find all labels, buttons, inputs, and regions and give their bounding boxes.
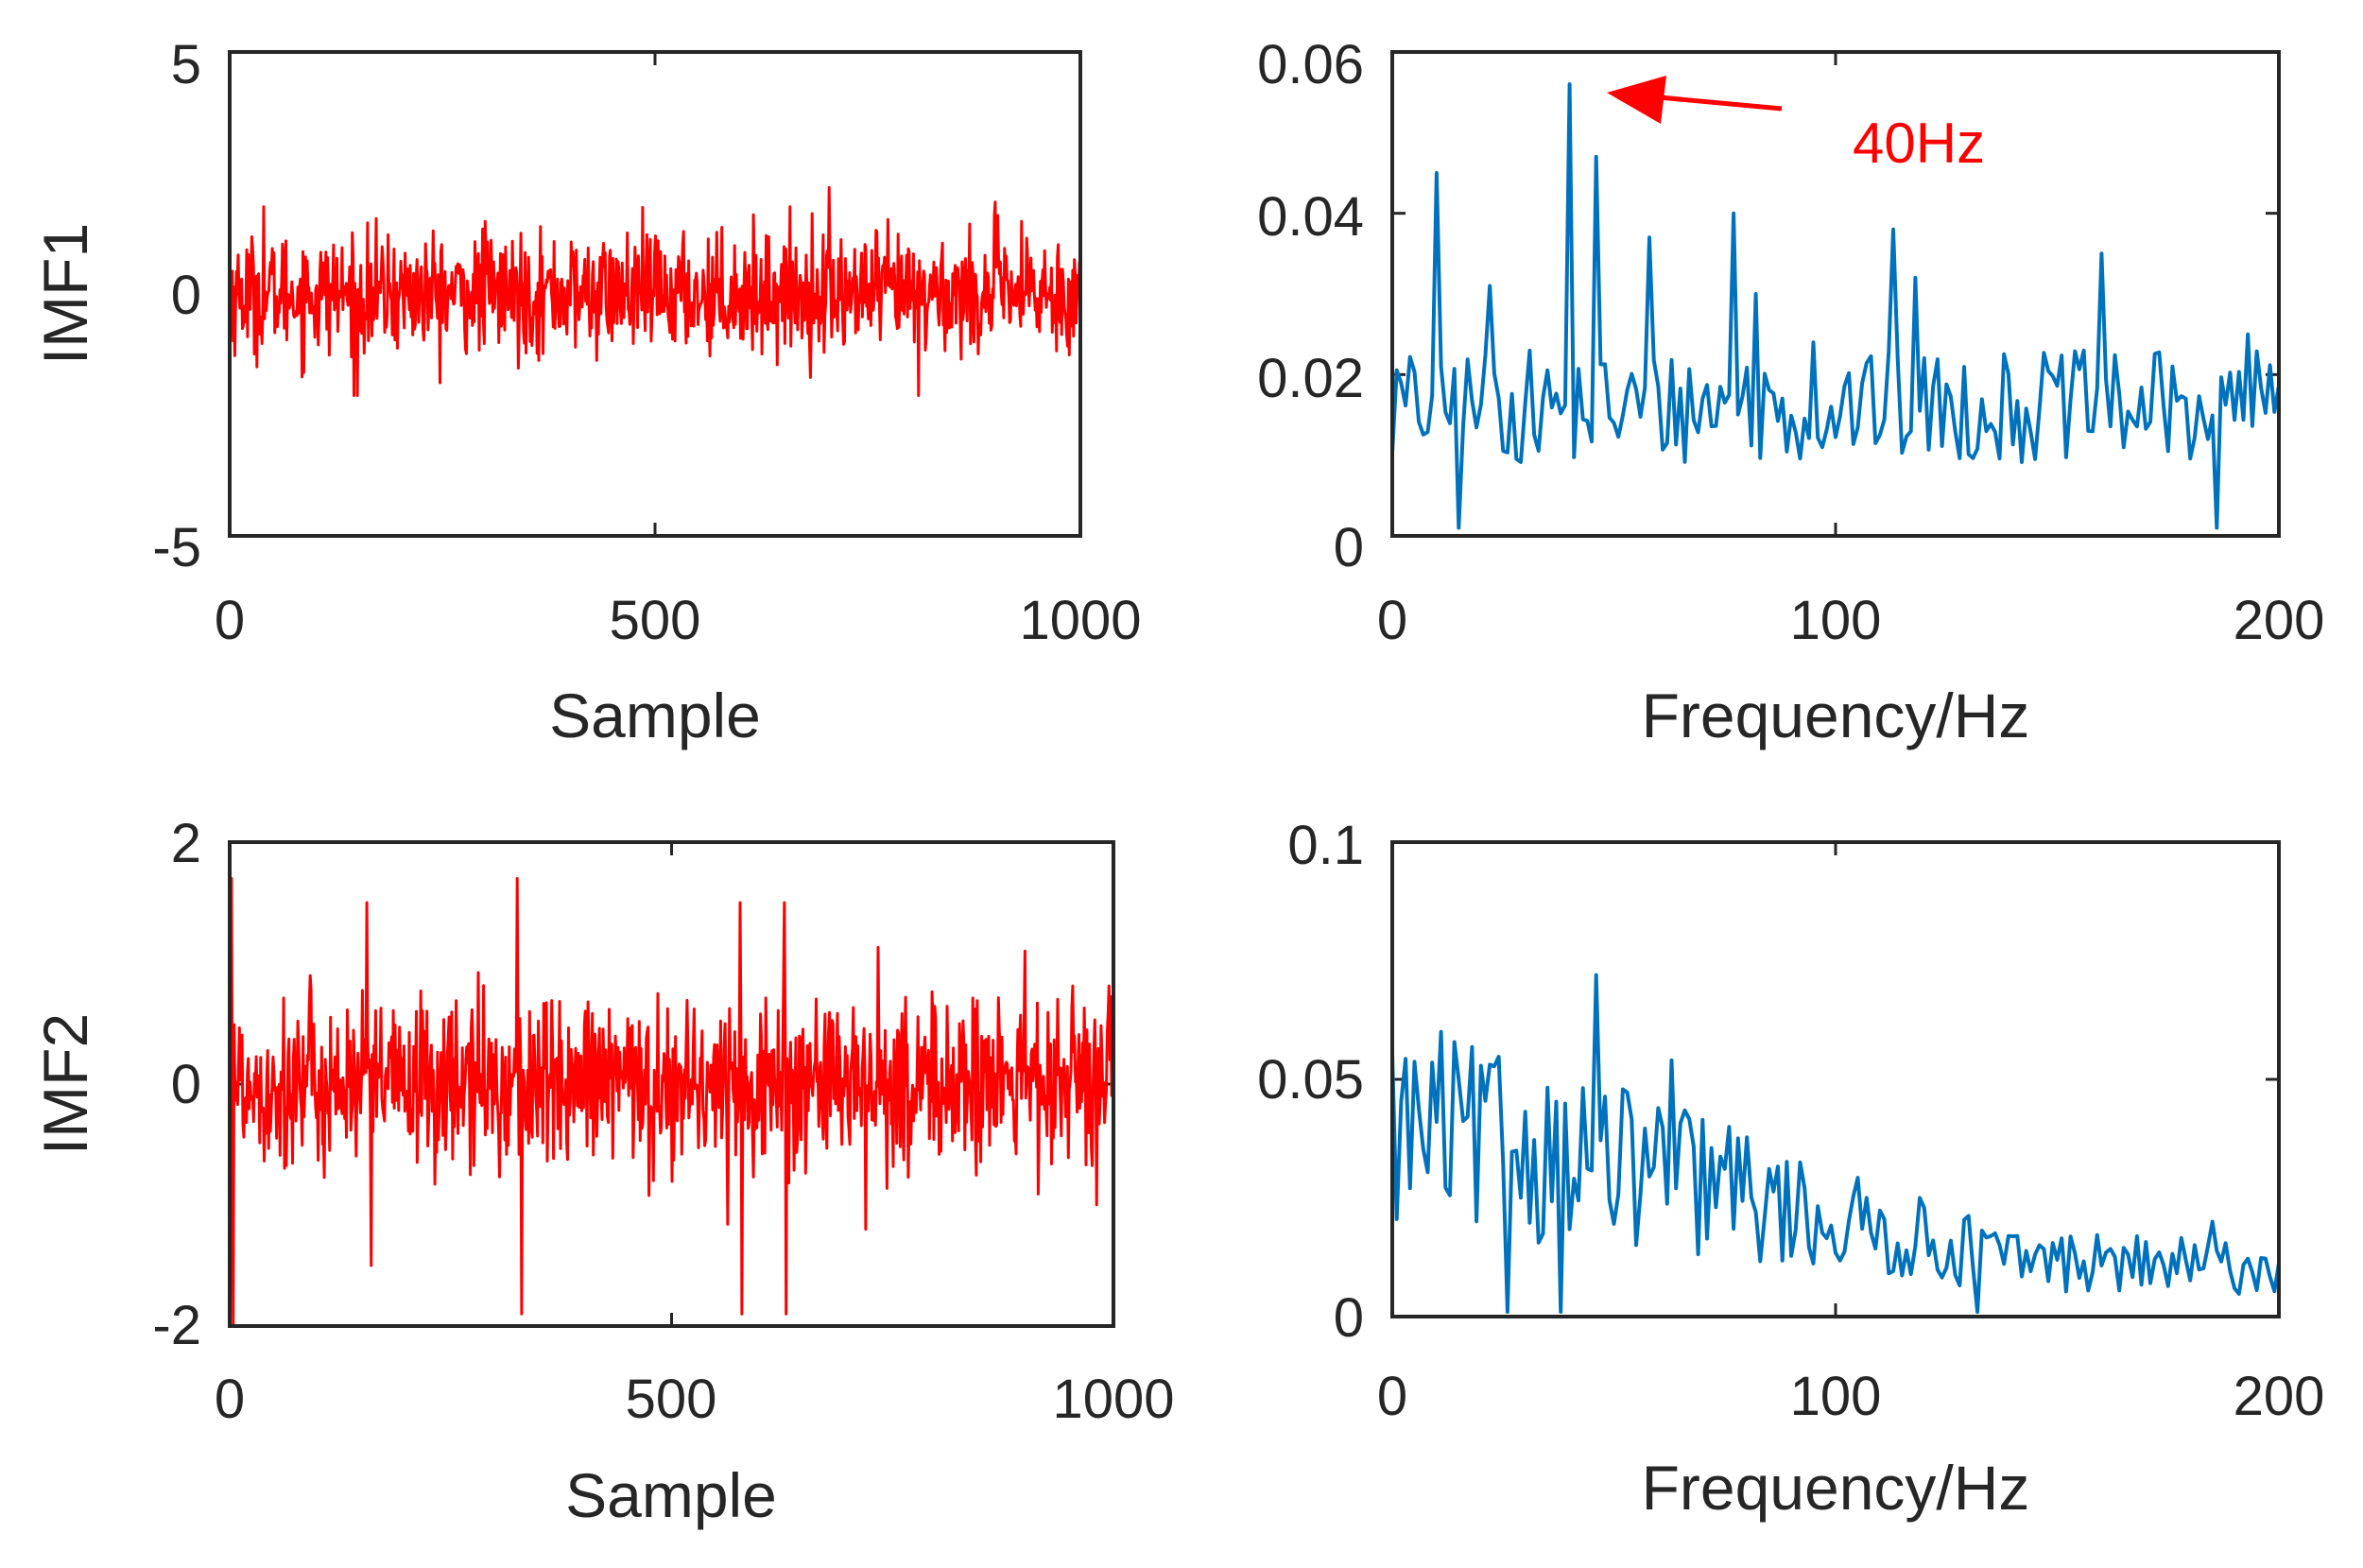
imf1s-ytick-0: 0 [1334, 517, 1364, 578]
imf2-xtick-500: 500 [626, 1369, 717, 1430]
imf1-spectrum-frame [1390, 50, 2281, 538]
panel-imf2-spectrum: 0.1 0.05 0 0 100 200 Frequency/Hz [1257, 815, 2324, 1523]
imf1-time-series-line [228, 185, 1082, 397]
imf1-spectrum-series-line [1390, 82, 2281, 530]
imf1s-xtick-200: 200 [2234, 590, 2325, 651]
imf2s-ytick-01: 0.1 [1287, 815, 1364, 876]
annotation-40hz: 40Hz [1607, 76, 1985, 175]
imf1s-xtick-100: 100 [1790, 590, 1882, 651]
panel-imf1-spectrum: 0.06 0.04 0.02 0 0 100 200 Frequency/Hz … [1257, 34, 2324, 750]
imf2-spectrum-frame [1390, 840, 2281, 1318]
imf1s-xtick-0: 0 [1377, 590, 1407, 651]
imf2-time-frame [228, 840, 1115, 1328]
imf2s-xtick-200: 200 [2234, 1366, 2325, 1427]
imf1-xtick-1000: 1000 [1019, 590, 1141, 651]
imf2s-xtick-0: 0 [1377, 1366, 1407, 1427]
imf2s-ytick-0: 0 [1334, 1287, 1364, 1349]
imf1-time-xlabel: Sample [549, 681, 761, 750]
imf2-xtick-1000: 1000 [1052, 1369, 1174, 1430]
imf1-xtick-0: 0 [215, 590, 245, 651]
imf1-ytick-5: 5 [171, 34, 201, 95]
imf1s-ytick-002: 0.02 [1257, 348, 1364, 409]
imf1-time-frame [228, 50, 1082, 538]
imf2-time-ylabel: IMF2 [30, 1013, 100, 1155]
imf2-ytick-2: 2 [171, 813, 201, 874]
imf1-spectrum-xlabel: Frequency/Hz [1642, 681, 2030, 750]
imf1-ytick-0: 0 [171, 265, 201, 326]
imf2-spectrum-xlabel: Frequency/Hz [1642, 1453, 2030, 1523]
panel-imf1-time: 5 0 -5 0 500 1000 Sample IMF1 [30, 34, 1142, 750]
imf2-xtick-0: 0 [215, 1369, 245, 1430]
imf1-ytick-neg5: -5 [152, 517, 201, 578]
imf1s-ytick-004: 0.04 [1257, 186, 1364, 248]
annotation-arrow-head [1607, 76, 1666, 124]
imf1-time-ylabel: IMF1 [30, 223, 100, 365]
imf2-time-series-line [228, 876, 1115, 1328]
panel-imf2-time: 2 0 -2 0 500 1000 Sample IMF2 [30, 813, 1175, 1530]
imf2-time-xlabel: Sample [565, 1460, 777, 1530]
imf1s-ytick-006: 0.06 [1257, 34, 1364, 95]
imf2-spectrum-series-line [1390, 973, 2281, 1314]
imf2s-xtick-100: 100 [1790, 1366, 1882, 1427]
imf1-xtick-500: 500 [610, 590, 701, 651]
imf2-ytick-neg2: -2 [152, 1295, 201, 1356]
annotation-40hz-label: 40Hz [1853, 112, 1985, 175]
imf2-ytick-0: 0 [171, 1054, 201, 1115]
imf2s-ytick-005: 0.05 [1257, 1049, 1364, 1111]
